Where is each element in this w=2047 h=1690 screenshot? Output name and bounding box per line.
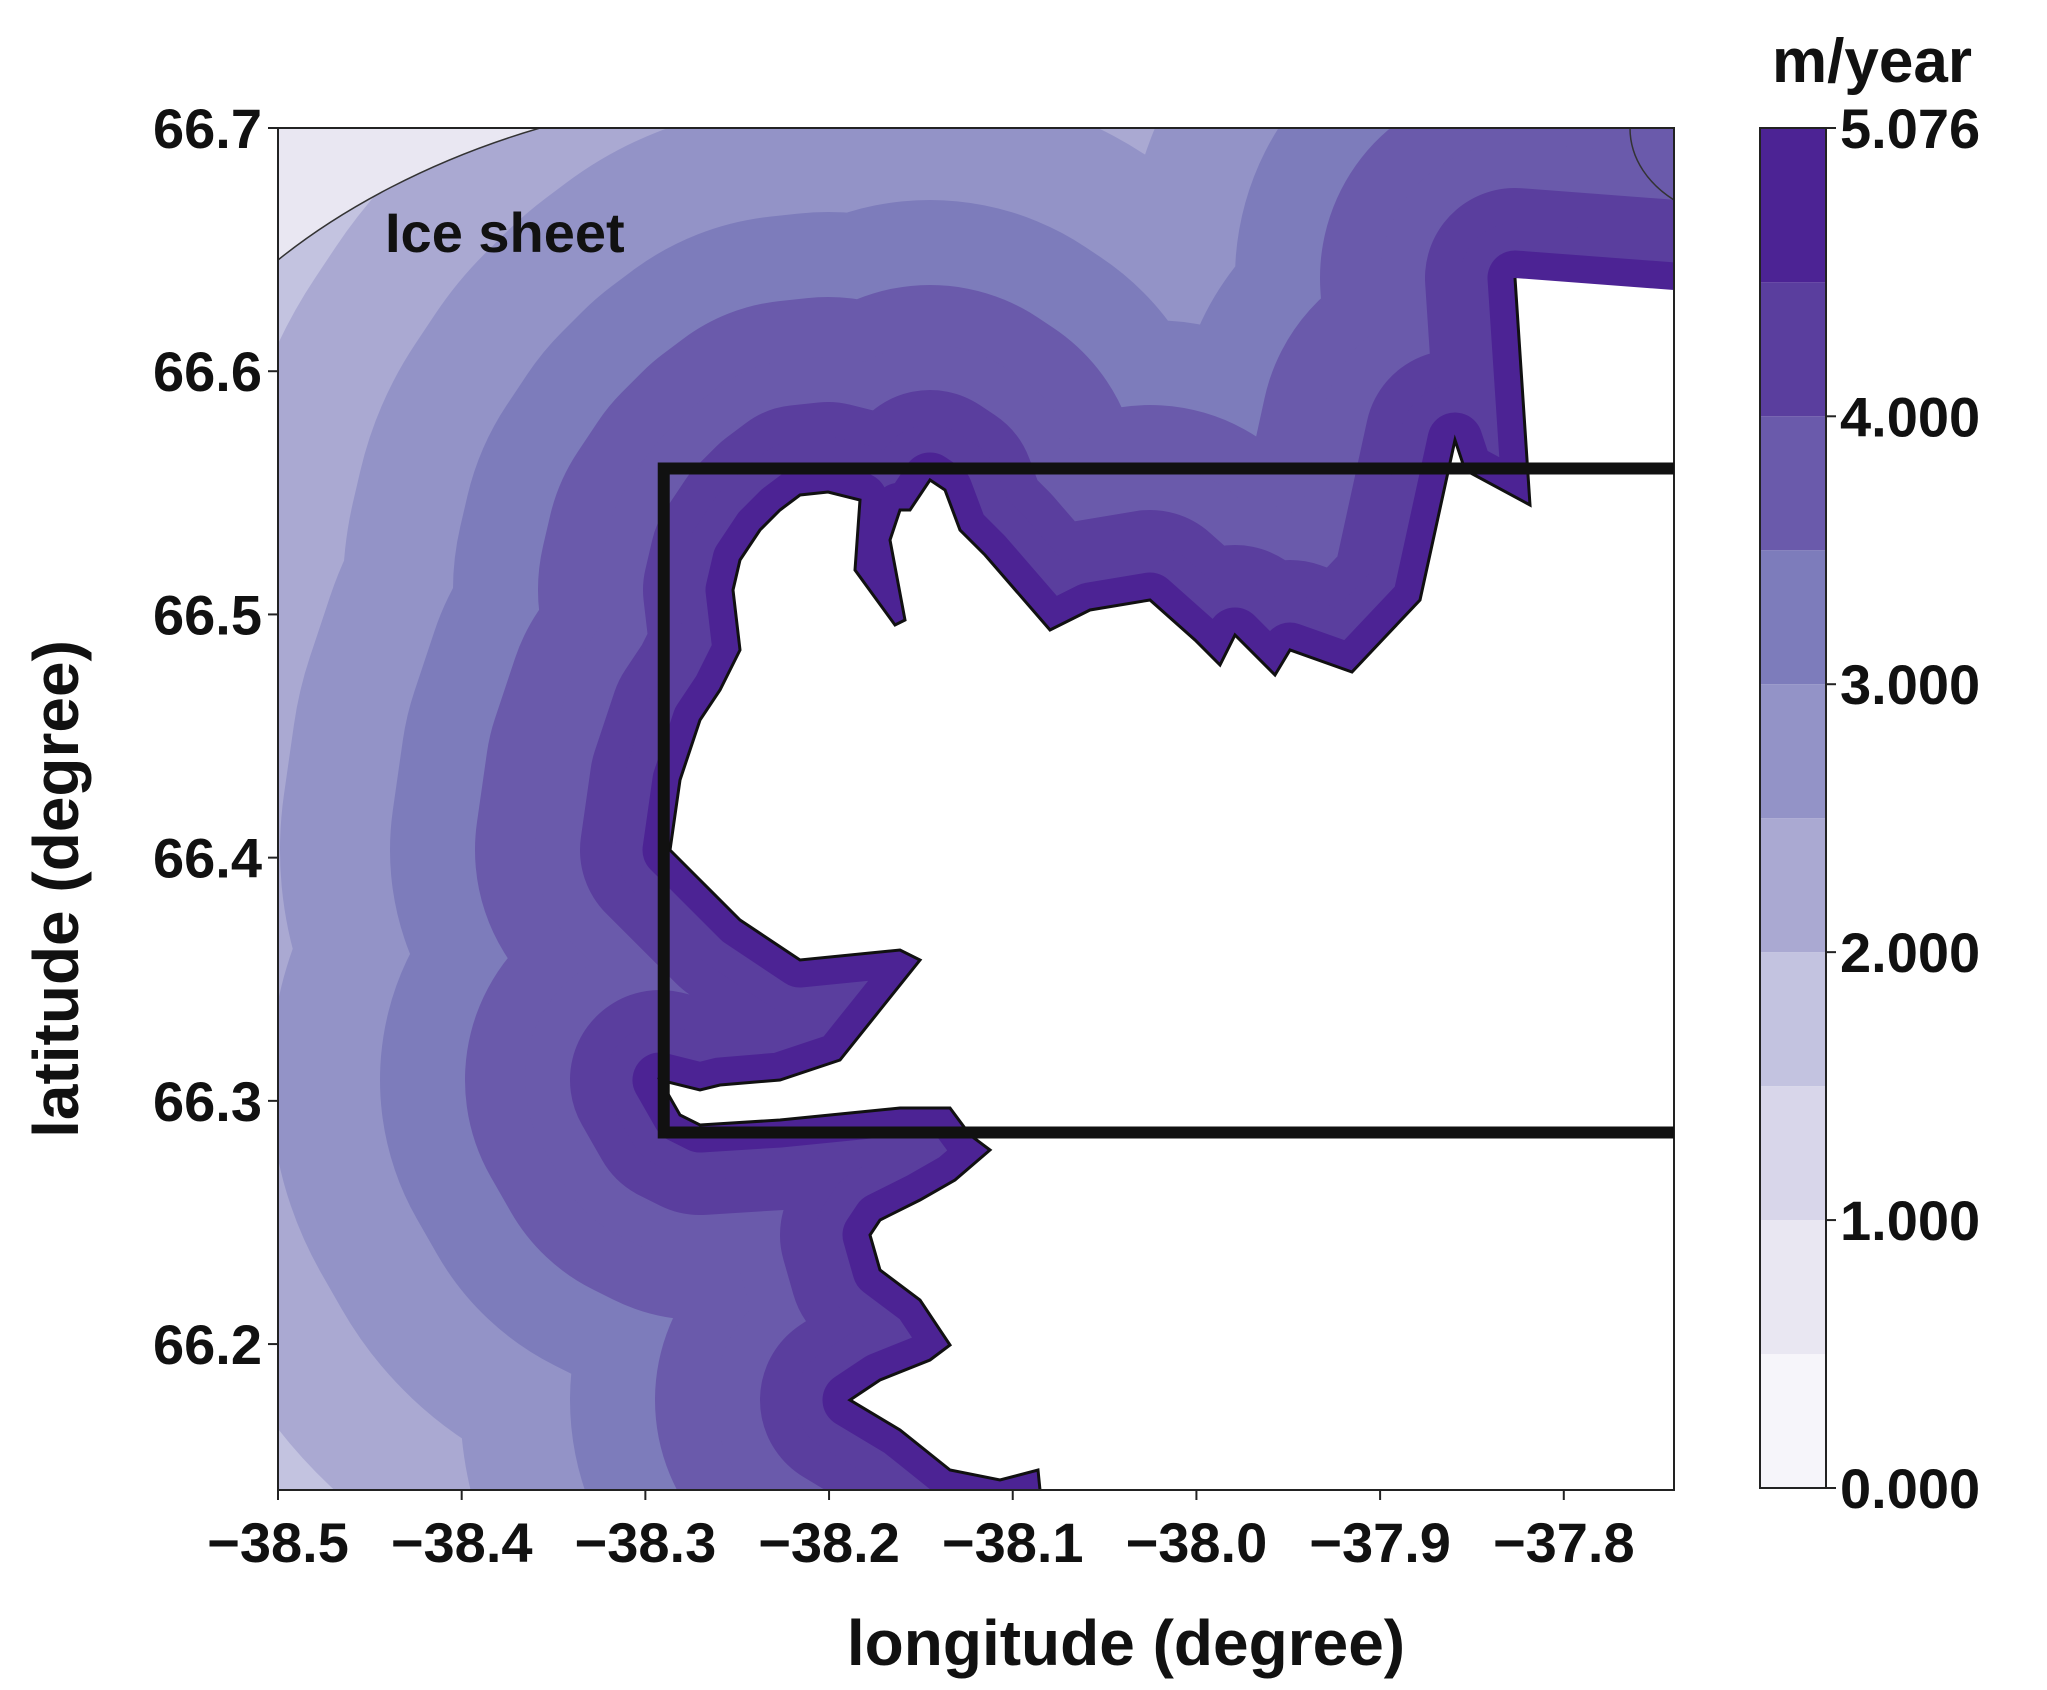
plot-area <box>278 128 1674 1490</box>
colorbar-segment <box>1760 818 1826 953</box>
colorbar-segment <box>1760 1220 1826 1355</box>
colorbar-segment <box>1760 684 1826 819</box>
colorbar-tick-label: 5.076 <box>1840 97 1980 160</box>
colorbar-segment <box>1760 1354 1826 1488</box>
x-tick-label: −38.2 <box>758 1511 900 1574</box>
y-axis-label: latitude (degree) <box>20 640 92 1138</box>
colorbar-tick-label: 3.000 <box>1840 653 1980 716</box>
colorbar-segment <box>1760 1086 1826 1221</box>
x-tick-label: −37.8 <box>1493 1511 1635 1574</box>
y-tick-label: 66.3 <box>153 1070 262 1133</box>
colorbar-tick-label: 0.000 <box>1840 1457 1980 1520</box>
y-axis-ticks: 66.2 66.3 66.4 66.5 66.6 66.7 <box>153 97 278 1376</box>
colorbar-unit-label: m/year <box>1772 27 1972 96</box>
x-axis-ticks: −38.5 −38.4 −38.3 −38.2 −38.1 −38.0 −37.9 −37.8 <box>207 1490 1635 1574</box>
y-tick-label: 66.6 <box>153 340 262 403</box>
x-tick-label: −37.9 <box>1309 1511 1451 1574</box>
x-tick-label: −38.3 <box>575 1511 717 1574</box>
y-tick-label: 66.5 <box>153 583 262 646</box>
x-tick-label: −38.0 <box>1126 1511 1268 1574</box>
colorbar-tick-label: 4.000 <box>1840 385 1980 448</box>
colorbar-segment <box>1760 550 1826 685</box>
contour-band <box>278 128 541 261</box>
colorbar-segment <box>1760 952 1826 1087</box>
ice-sheet-annotation: Ice sheet <box>385 201 625 264</box>
colorbar-segment <box>1760 282 1826 417</box>
y-tick-label: 66.7 <box>153 97 262 160</box>
colorbar-segment <box>1760 416 1826 551</box>
x-tick-label: −38.5 <box>207 1511 349 1574</box>
plot-frame <box>277 127 1675 1491</box>
colorbar-frame <box>1759 127 1827 1489</box>
y-tick-label: 66.4 <box>153 827 262 890</box>
y-tick-label: 66.2 <box>153 1313 262 1376</box>
colorbar-tick-label: 1.000 <box>1840 1189 1980 1252</box>
colorbar-segment <box>1760 128 1826 283</box>
x-tick-label: −38.1 <box>942 1511 1084 1574</box>
x-axis-label: longitude (degree) <box>847 1607 1405 1679</box>
study-area-rectangle <box>657 462 1674 1139</box>
x-tick-label: −38.4 <box>391 1511 533 1574</box>
colorbar-tick-label: 2.000 <box>1840 921 1980 984</box>
ice-free-fjord-region <box>660 278 1674 1490</box>
colorbar: 0.000 1.000 2.000 3.000 4.000 5.076 <box>1759 97 1980 1520</box>
glacier-front-outline <box>656 277 1532 1490</box>
